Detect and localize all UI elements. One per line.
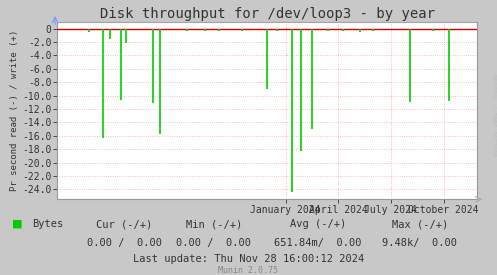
Text: Bytes: Bytes [32, 219, 64, 229]
Text: Max (-/+): Max (-/+) [392, 219, 448, 229]
Text: 651.84m/  0.00: 651.84m/ 0.00 [274, 238, 362, 248]
Text: Last update: Thu Nov 28 16:00:12 2024: Last update: Thu Nov 28 16:00:12 2024 [133, 254, 364, 264]
Text: RRDTOOL / TOBI OETIKER: RRDTOOL / TOBI OETIKER [491, 74, 496, 157]
Text: 0.00 /  0.00: 0.00 / 0.00 [176, 238, 251, 248]
Text: 0.00 /  0.00: 0.00 / 0.00 [87, 238, 162, 248]
Y-axis label: Pr second read (-) / write (+): Pr second read (-) / write (+) [10, 30, 19, 191]
Text: 9.48k/  0.00: 9.48k/ 0.00 [383, 238, 457, 248]
Text: Cur (-/+): Cur (-/+) [96, 219, 153, 229]
Title: Disk throughput for /dev/loop3 - by year: Disk throughput for /dev/loop3 - by year [99, 7, 435, 21]
Text: Min (-/+): Min (-/+) [185, 219, 242, 229]
Text: ■: ■ [12, 219, 23, 229]
Text: Munin 2.0.75: Munin 2.0.75 [219, 266, 278, 275]
Text: Avg (-/+): Avg (-/+) [290, 219, 346, 229]
